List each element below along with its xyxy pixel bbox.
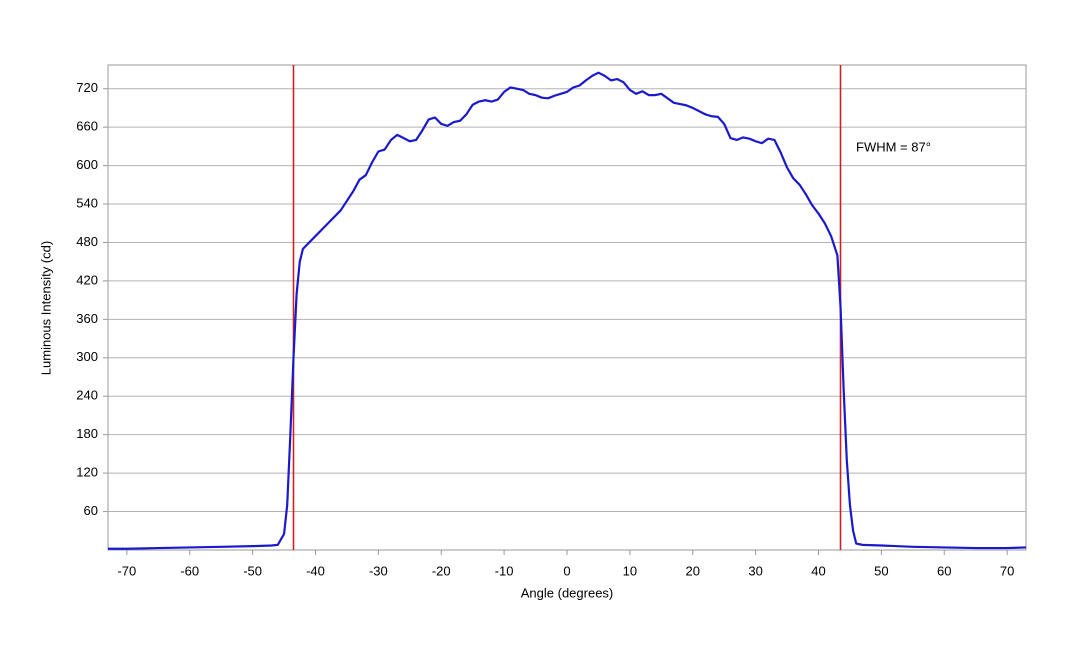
x-tick-label: -50 — [243, 563, 262, 578]
x-tick-label: -20 — [432, 563, 451, 578]
plot-area — [107, 64, 1027, 551]
x-tick-label: 40 — [811, 563, 825, 578]
y-tick-label: 660 — [76, 119, 98, 134]
y-tick-label: 480 — [76, 234, 98, 249]
y-tick-label: 180 — [76, 426, 98, 441]
x-tick-label: 20 — [686, 563, 700, 578]
annotation: FWHM = 87° — [856, 139, 931, 154]
y-tick-label: 60 — [84, 503, 98, 518]
y-tick-label: 300 — [76, 349, 98, 364]
y-axis-title: Luminous Intensity (cd) — [38, 241, 53, 375]
y-tick-label: 420 — [76, 272, 98, 287]
x-tick-label: -10 — [495, 563, 514, 578]
x-tick-label: 10 — [623, 563, 637, 578]
x-tick-label: 50 — [874, 563, 888, 578]
y-tick-label: 600 — [76, 157, 98, 172]
x-tick-label: 0 — [563, 563, 570, 578]
y-tick-label: 540 — [76, 195, 98, 210]
x-tick-label: 30 — [748, 563, 762, 578]
y-tick-label: 360 — [76, 311, 98, 326]
data-line — [108, 71, 1027, 550]
x-axis-title: Angle (degrees) — [521, 585, 614, 600]
y-tick-label: 120 — [76, 465, 98, 480]
x-tick-label: -40 — [306, 563, 325, 578]
y-tick-label: 240 — [76, 388, 98, 403]
y-tick-label: 720 — [76, 80, 98, 95]
x-tick-label: -70 — [117, 563, 136, 578]
x-tick-label: -60 — [180, 563, 199, 578]
x-tick-label: -30 — [369, 563, 388, 578]
x-tick-label: 60 — [937, 563, 951, 578]
x-tick-label: 70 — [1000, 563, 1014, 578]
